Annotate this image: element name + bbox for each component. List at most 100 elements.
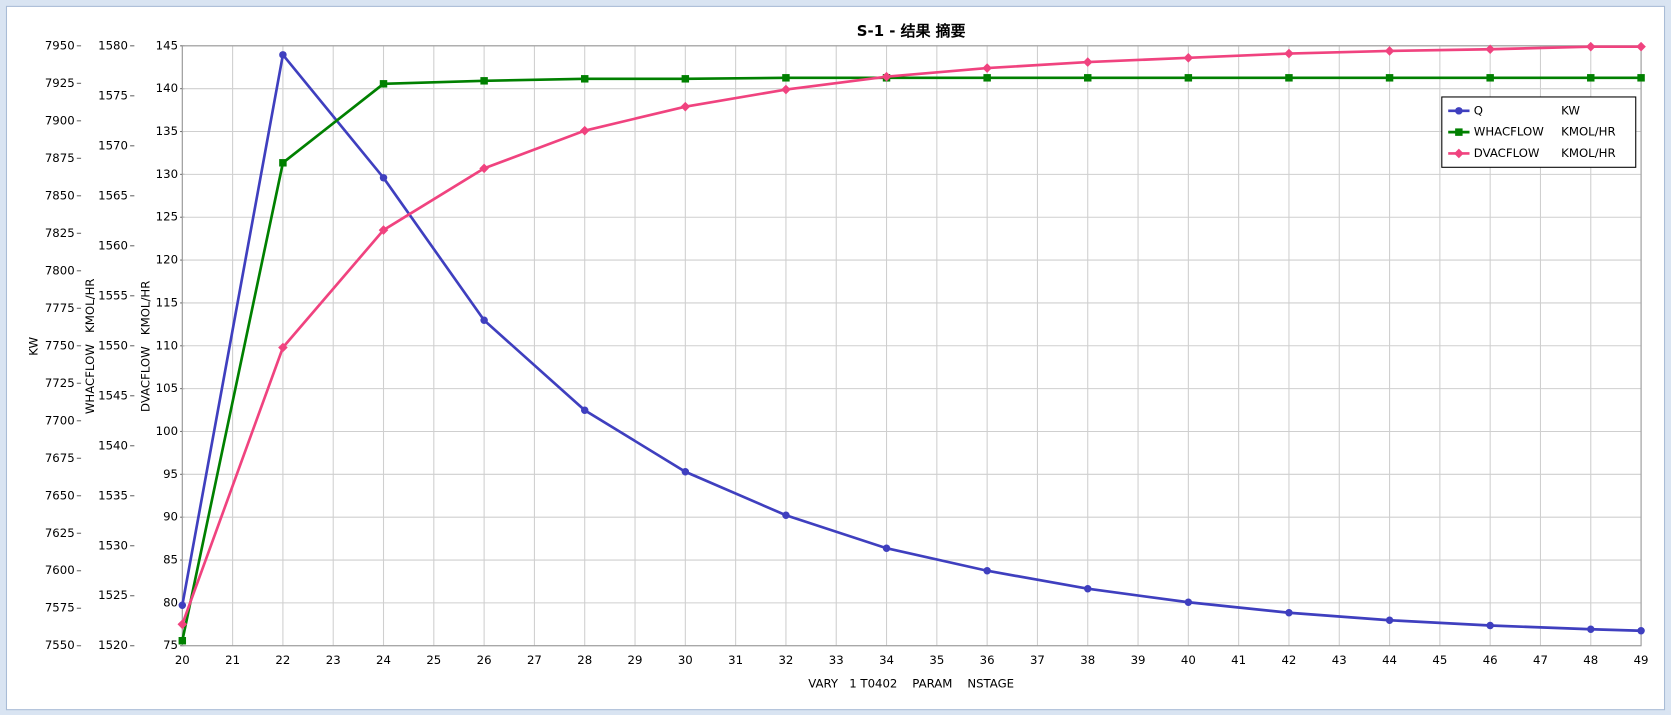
y3-tick-label: 105	[156, 381, 178, 395]
point	[1385, 74, 1394, 82]
y3-tick-label: 110	[156, 338, 178, 352]
y3-tick-label: 85	[163, 553, 178, 567]
point	[882, 544, 891, 552]
point	[1285, 74, 1293, 82]
point	[580, 406, 589, 414]
series-line	[180, 51, 1642, 633]
point	[681, 75, 690, 83]
x-tick-label: 31	[728, 653, 743, 667]
y2-tick-label: 1565	[98, 188, 128, 202]
x-tick-label: 29	[628, 653, 643, 667]
point	[1486, 74, 1494, 82]
y-tick-label: 7950	[45, 38, 75, 52]
x-tick-label: 33	[829, 653, 844, 667]
y3-tick-label: 75	[163, 638, 178, 652]
y2-tick-label: 1555	[98, 288, 128, 302]
point	[1585, 41, 1596, 52]
point	[782, 74, 790, 82]
point	[178, 637, 187, 645]
plot-frame	[181, 45, 1642, 647]
legend-unit: KMOL/HR	[1561, 125, 1615, 139]
y-tick-label: 7575	[45, 601, 75, 615]
x-tick-label: 20	[175, 653, 190, 667]
y-tick-label: 7625	[45, 526, 75, 540]
x-tick-label: 21	[225, 653, 240, 667]
legend-label: Q	[1474, 103, 1483, 117]
x-tick-label: 41	[1231, 653, 1246, 667]
x-tick-label: 45	[1432, 653, 1447, 667]
point	[983, 567, 991, 575]
point	[1637, 74, 1645, 82]
x-tick-label: 24	[376, 653, 391, 667]
point	[279, 159, 287, 167]
point	[1183, 53, 1194, 63]
y-tick-label: 7600	[45, 563, 75, 577]
y-axis-label: KW	[27, 336, 41, 355]
x-axis-label: VARY 1 T0402 PARAM NSTAGE	[808, 677, 1014, 691]
x-tick-label: 46	[1483, 653, 1498, 667]
legend-unit: KW	[1561, 103, 1580, 117]
point	[1084, 585, 1092, 593]
y2-tick-label: 1525	[98, 588, 128, 602]
point	[480, 77, 488, 85]
legend-label: DVACFLOW	[1474, 146, 1540, 160]
x-tick-label: 49	[1634, 653, 1649, 667]
x-tick-label: 44	[1382, 653, 1397, 667]
legend-marker	[1455, 107, 1463, 115]
x-tick-label: 42	[1281, 653, 1296, 667]
legend-label: WHACFLOW	[1474, 125, 1544, 139]
x-tick-label: 22	[275, 653, 290, 667]
y3-tick-label: 100	[156, 424, 178, 438]
point	[1385, 616, 1394, 624]
y-tick-label: 7750	[45, 338, 75, 352]
point	[1637, 627, 1645, 635]
point	[782, 511, 790, 519]
y-tick-label: 7850	[45, 188, 75, 202]
point	[1636, 41, 1646, 52]
point	[279, 51, 287, 59]
point	[579, 125, 590, 136]
point	[177, 619, 188, 630]
point	[680, 101, 691, 112]
point	[1082, 57, 1093, 67]
x-tick-label: 25	[426, 653, 441, 667]
y2-tick-label: 1580	[98, 38, 128, 52]
point	[1184, 74, 1193, 82]
x-tick-label: 35	[929, 653, 944, 667]
y-tick-label: 7550	[45, 638, 75, 652]
x-tick-label: 38	[1080, 653, 1095, 667]
chart-title: S-1 - 结果 摘要	[857, 22, 966, 40]
y2-tick-label: 1550	[98, 338, 128, 352]
point	[278, 342, 288, 353]
x-tick-label: 47	[1533, 653, 1548, 667]
x-tick-label: 34	[879, 653, 894, 667]
y-tick-label: 7925	[45, 76, 75, 90]
x-tick-label: 39	[1131, 653, 1146, 667]
y3-tick-label: 125	[156, 210, 178, 224]
point	[1384, 46, 1395, 56]
y2-tick-label: 1545	[98, 388, 128, 402]
point	[982, 63, 992, 73]
y3-tick-label: 90	[163, 510, 178, 524]
y2-tick-label: 1530	[98, 538, 128, 552]
point	[1486, 621, 1494, 630]
y3-tick-label: 120	[156, 253, 178, 267]
point	[1485, 44, 1495, 55]
x-tick-label: 23	[326, 653, 341, 667]
y-tick-label: 7900	[45, 113, 75, 127]
point	[1587, 74, 1595, 82]
y-tick-label: 7675	[45, 451, 75, 465]
y3-tick-label: 135	[156, 124, 178, 138]
point	[580, 75, 589, 83]
y2-axis-label: WHACFLOW KMOL/HR	[83, 278, 97, 414]
y-tick-label: 7650	[45, 488, 75, 502]
legend-unit: KMOL/HR	[1561, 146, 1615, 160]
x-tick-label: 28	[577, 653, 592, 667]
point	[1587, 625, 1595, 633]
y3-tick-label: 145	[156, 38, 178, 52]
y3-tick-label: 130	[156, 167, 178, 181]
x-tick-label: 30	[678, 653, 693, 667]
y3-axis-label: DVACFLOW KMOL/HR	[139, 281, 153, 412]
y2-tick-label: 1560	[98, 238, 128, 252]
y-tick-label: 7725	[45, 376, 75, 390]
